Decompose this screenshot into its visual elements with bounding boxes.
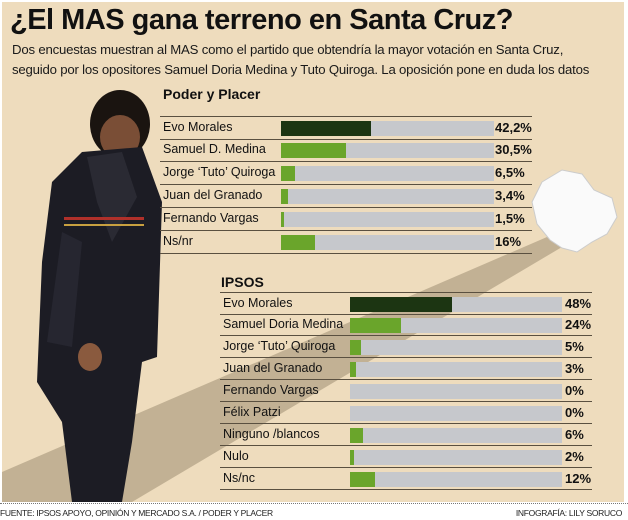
bar-track xyxy=(281,189,494,204)
data-label: 0% xyxy=(565,405,584,420)
bar-track xyxy=(281,212,494,227)
bar-track xyxy=(350,340,562,355)
footer-source: FUENTE: IPSOS APOYO, OPINIÓN Y MERCADO S… xyxy=(0,508,273,518)
bar-track xyxy=(350,318,562,333)
person-figure xyxy=(37,90,162,502)
bar-row: Juan del Granado 3,4% xyxy=(160,185,532,208)
bar-row: Juan del Granado 3% xyxy=(220,358,592,380)
bar-row: Jorge ‘Tuto’ Quiroga 5% xyxy=(220,336,592,358)
footer-credit: INFOGRAFÍA: LILY SORUCO xyxy=(515,508,622,518)
bar-label: Félix Patzi xyxy=(223,405,281,419)
bar-row: Nulo 2% xyxy=(220,446,592,468)
bar-label: Ninguno /blancos xyxy=(223,427,320,441)
data-label: 48% xyxy=(565,296,592,311)
bar-label: Samuel Doria Medina xyxy=(223,317,344,331)
bar-label: Evo Morales xyxy=(223,296,293,310)
bar-row: Evo Morales 42,2% xyxy=(160,116,532,140)
bar xyxy=(350,318,401,333)
ipsos-title: IPSOS xyxy=(221,274,264,290)
bar xyxy=(350,340,361,355)
bar xyxy=(350,297,452,312)
bar-row: Ns/nr 16% xyxy=(160,231,532,254)
bar-label: Evo Morales xyxy=(163,120,233,134)
data-label: 3,4% xyxy=(495,188,525,203)
bar xyxy=(350,428,363,443)
bar-track xyxy=(350,428,562,443)
bar xyxy=(281,143,346,158)
bar-row: Félix Patzi 0% xyxy=(220,402,592,424)
bar xyxy=(281,212,285,227)
bar-label: Fernando Vargas xyxy=(223,383,319,397)
bar-track xyxy=(281,143,494,158)
bar-track xyxy=(350,472,562,487)
poder-y-placer-title: Poder y Placer xyxy=(163,86,261,102)
data-label: 6,5% xyxy=(495,165,525,180)
bar-track xyxy=(350,384,562,399)
bar-label: Ns/nr xyxy=(163,234,193,248)
bar-label: Fernando Vargas xyxy=(163,211,259,225)
bar-track xyxy=(350,297,562,312)
bar-track xyxy=(281,235,494,250)
bar-row: Ninguno /blancos 6% xyxy=(220,424,592,446)
page-title: ¿El MAS gana terreno en Santa Cruz? xyxy=(10,4,513,36)
bar xyxy=(281,121,371,136)
data-label: 16% xyxy=(495,234,522,249)
bar xyxy=(350,362,357,377)
bar-track xyxy=(350,450,562,465)
data-label: 3% xyxy=(565,361,584,376)
data-label: 6% xyxy=(565,427,584,442)
bar-label: Juan del Granado xyxy=(223,361,323,375)
bar-track xyxy=(281,166,494,181)
bar-label: Jorge ‘Tuto’ Quiroga xyxy=(163,165,276,179)
bar-row: Samuel Doria Medina 24% xyxy=(220,314,592,336)
bar-row: Samuel D. Medina 30,5% xyxy=(160,139,532,162)
bar xyxy=(350,450,355,465)
bar-track xyxy=(281,121,494,136)
subtitle-line-2: seguido por los opositores Samuel Doria … xyxy=(12,62,590,77)
data-label: 5% xyxy=(565,339,584,354)
data-label: 12% xyxy=(565,471,592,486)
data-label: 42,2% xyxy=(495,120,532,135)
bar-row: Fernando Vargas 1,5% xyxy=(160,208,532,231)
bar-label: Jorge ‘Tuto’ Quiroga xyxy=(223,339,336,353)
bar-row: Ns/nc 12% xyxy=(220,468,592,490)
data-label: 0% xyxy=(565,383,584,398)
bar-row: Fernando Vargas 0% xyxy=(220,380,592,402)
bar-track xyxy=(350,362,562,377)
bar-label: Ns/nc xyxy=(223,471,255,485)
bar-label: Juan del Granado xyxy=(163,188,263,202)
footer-divider xyxy=(0,503,628,504)
data-label: 24% xyxy=(565,317,592,332)
data-label: 2% xyxy=(565,449,584,464)
bar xyxy=(281,166,295,181)
bar xyxy=(350,472,376,487)
bolivia-map-icon xyxy=(531,169,618,253)
bar-label: Nulo xyxy=(223,449,249,463)
bar-track xyxy=(350,406,562,421)
bar xyxy=(281,189,289,204)
bar-row: Evo Morales 48% xyxy=(220,292,592,315)
infographic-panel: ¿El MAS gana terreno en Santa Cruz? Dos … xyxy=(2,2,624,502)
subtitle-line-1: Dos encuestas muestran al MAS como el pa… xyxy=(12,42,564,57)
bar-row: Jorge ‘Tuto’ Quiroga 6,5% xyxy=(160,162,532,185)
data-label: 1,5% xyxy=(495,211,525,226)
bar-label: Samuel D. Medina xyxy=(163,142,266,156)
bar xyxy=(281,235,316,250)
data-label: 30,5% xyxy=(495,142,532,157)
